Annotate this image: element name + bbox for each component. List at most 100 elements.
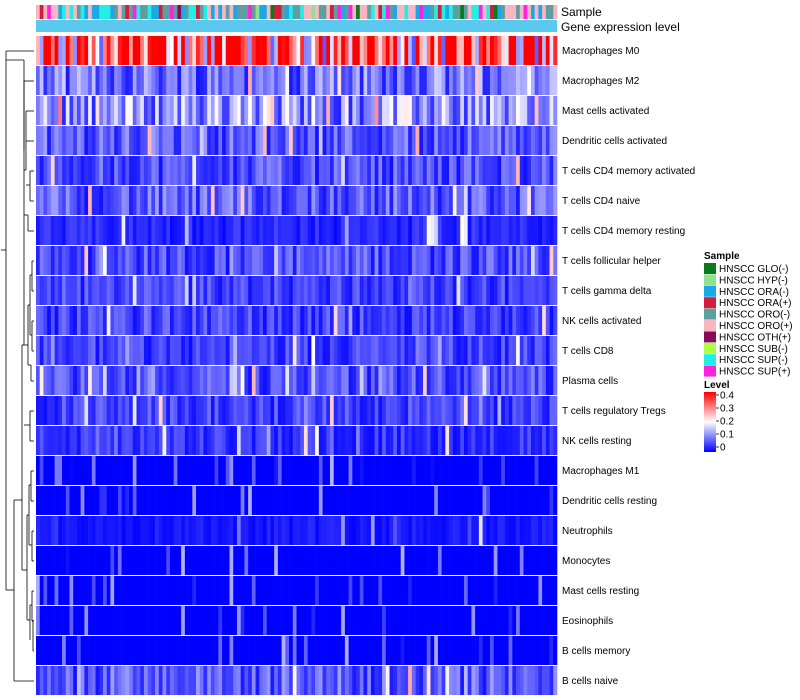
- heatmap-cell: [363, 366, 368, 395]
- heatmap-cell: [441, 576, 446, 605]
- heatmap-cell: [236, 516, 241, 545]
- heatmap-cell: [549, 126, 554, 155]
- heatmap-cell: [553, 456, 558, 485]
- heatmap-cell: [73, 396, 78, 425]
- sample-annotation-cell: [84, 5, 89, 19]
- heatmap-cell: [341, 306, 346, 335]
- heatmap-cell: [404, 96, 409, 125]
- heatmap-cell: [348, 576, 353, 605]
- heatmap-cell: [73, 456, 78, 485]
- heatmap-cell: [419, 636, 424, 665]
- heatmap-cell: [95, 516, 100, 545]
- heatmap-cell: [374, 276, 379, 305]
- row-label: Macrophages M1: [562, 466, 640, 477]
- heatmap-cell: [516, 186, 521, 215]
- heatmap-cell: [471, 456, 476, 485]
- heatmap-cell: [348, 426, 353, 455]
- heatmap-cell: [196, 336, 201, 365]
- heatmap-cell: [393, 516, 398, 545]
- heatmap-cell: [114, 576, 119, 605]
- heatmap-cell: [527, 156, 532, 185]
- heatmap-cell: [497, 336, 502, 365]
- level-tick-label: 0: [720, 443, 726, 454]
- heatmap-cell: [396, 96, 401, 125]
- heatmap-cell: [542, 156, 547, 185]
- heatmap-cell: [478, 366, 483, 395]
- heatmap-cell: [463, 246, 468, 275]
- sample-legend-label: HNSCC HYP(-): [719, 275, 788, 286]
- heatmap-cell: [151, 456, 156, 485]
- heatmap-cell: [419, 306, 424, 335]
- heatmap-cell: [445, 336, 450, 365]
- heatmap-cell: [356, 66, 361, 95]
- heatmap-cell: [292, 396, 297, 425]
- heatmap-cell: [311, 246, 316, 275]
- heatmap-cell: [471, 366, 476, 395]
- heatmap-cell: [151, 546, 156, 575]
- heatmap-cell: [192, 366, 197, 395]
- heatmap-cell: [36, 246, 41, 275]
- heatmap-cell: [553, 546, 558, 575]
- heatmap-cell: [452, 546, 457, 575]
- heatmap-cell: [158, 156, 163, 185]
- heatmap-cell: [545, 426, 550, 455]
- heatmap-cell: [475, 396, 480, 425]
- heatmap-cell: [214, 636, 219, 665]
- heatmap-cell: [389, 66, 394, 95]
- heatmap-cell: [196, 606, 201, 635]
- heatmap-cell: [114, 666, 119, 695]
- heatmap-cell: [88, 336, 93, 365]
- heatmap-cell: [95, 546, 100, 575]
- heatmap-cell: [47, 246, 52, 275]
- heatmap-cell: [348, 246, 353, 275]
- heatmap-cell: [396, 396, 401, 425]
- heatmap-cell: [370, 546, 375, 575]
- heatmap-cell: [352, 666, 357, 695]
- heatmap-cell: [359, 546, 364, 575]
- heatmap-cell: [508, 636, 513, 665]
- heatmap-cell: [181, 246, 186, 275]
- heatmap-cell: [266, 126, 271, 155]
- heatmap-cell: [311, 366, 316, 395]
- sample-legend-swatch: [704, 297, 716, 309]
- heatmap-cell: [54, 126, 59, 155]
- heatmap-cell: [199, 96, 204, 125]
- heatmap-cell: [73, 246, 78, 275]
- heatmap-cell: [158, 366, 163, 395]
- heatmap-cell: [214, 426, 219, 455]
- heatmap-cell: [259, 246, 264, 275]
- heatmap-cell: [266, 546, 271, 575]
- sample-annotation-cell: [318, 5, 323, 19]
- heatmap-cell: [84, 396, 89, 425]
- heatmap-cell: [516, 36, 521, 65]
- heatmap-cell: [478, 336, 483, 365]
- heatmap-cell: [177, 276, 182, 305]
- heatmap-cell: [471, 606, 476, 635]
- heatmap-cell: [341, 366, 346, 395]
- heatmap-cell: [240, 156, 245, 185]
- heatmap-cell: [322, 66, 327, 95]
- heatmap-cell: [419, 426, 424, 455]
- level-ticks: 0.40.30.20.10: [716, 391, 734, 454]
- heatmap-cell: [50, 306, 55, 335]
- heatmap-cell: [504, 516, 509, 545]
- heatmap-cell: [382, 486, 387, 515]
- heatmap-cell: [102, 516, 108, 545]
- heatmap-cell: [437, 366, 442, 395]
- heatmap-cell: [229, 156, 234, 185]
- heatmap-cell: [326, 426, 331, 455]
- heatmap-cell: [117, 516, 122, 545]
- heatmap-cell: [300, 186, 305, 215]
- heatmap-cell: [132, 126, 137, 155]
- heatmap-cell: [270, 426, 275, 455]
- heatmap-cell: [248, 36, 253, 65]
- heatmap-cell: [553, 306, 558, 335]
- heatmap-cell: [329, 366, 335, 395]
- heatmap-cell: [263, 486, 268, 515]
- heatmap-cell: [549, 516, 554, 545]
- heatmap-cell: [396, 306, 401, 335]
- heatmap-cell: [158, 96, 163, 125]
- heatmap-cell: [471, 126, 476, 155]
- heatmap-cell: [356, 36, 361, 65]
- heatmap-cell: [430, 546, 435, 575]
